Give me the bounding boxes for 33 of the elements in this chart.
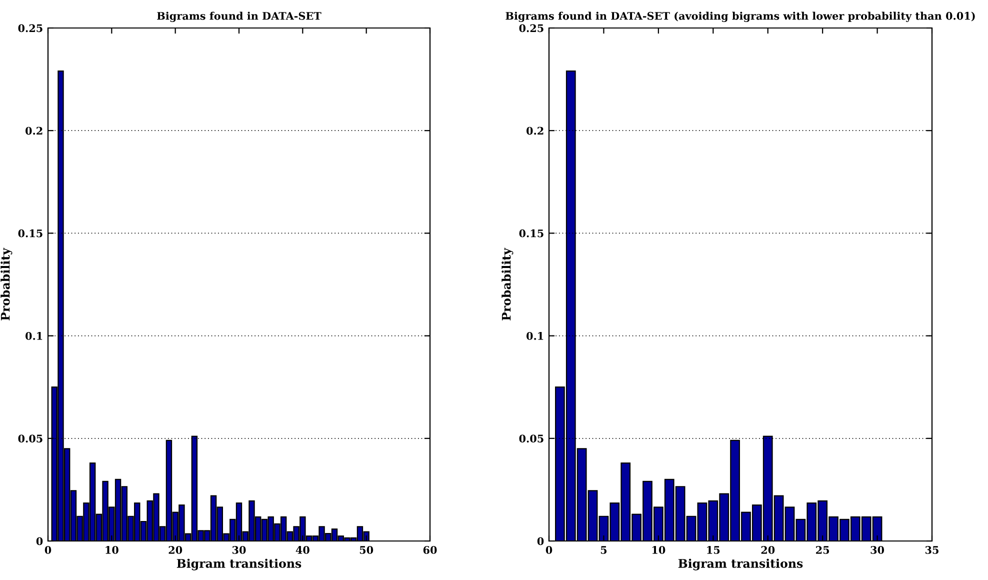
x-tick-label: 0	[44, 546, 52, 554]
chart-title: Bigrams found in DATA-SET	[157, 12, 322, 22]
x-tick-label: 20	[168, 546, 182, 554]
y-tick-label: 0.25	[519, 24, 544, 32]
x-tick-label: 35	[925, 546, 938, 554]
x-tick-label: 10	[106, 546, 118, 554]
y-tick-label: 0	[36, 537, 43, 546]
y-tick-label: 0.1	[526, 332, 544, 340]
x-tick-label: 10	[652, 546, 666, 554]
y-tick-label: 0.05	[519, 434, 544, 443]
y-axis-title: Probability	[0, 248, 12, 320]
x-tick-label: 15	[707, 546, 720, 554]
y-tick-label: 0.2	[26, 126, 42, 135]
chart-title: Bigrams found in DATA-SET (avoiding bigrams with lower probability than 0.01)	[506, 12, 975, 22]
y-tick-label: 0.1	[26, 332, 42, 340]
y-tick-label: 0	[537, 537, 544, 546]
x-tick-label: 30	[870, 546, 884, 554]
x-axis-title: Bigram transitions	[678, 558, 803, 570]
x-tick-label: 30	[232, 546, 246, 554]
x-axis-title: Bigram transitions	[176, 558, 302, 570]
x-tick-label: 40	[296, 546, 310, 554]
x-tick-label: 60	[423, 546, 437, 554]
x-tick-label: 20	[761, 546, 775, 554]
x-tick-label: 50	[360, 546, 374, 554]
y-tick-label: 0.25	[18, 24, 42, 32]
y-tick-label: 0.05	[18, 434, 42, 443]
y-tick-label: 0.15	[18, 229, 42, 238]
y-tick-label: 0.15	[519, 229, 544, 238]
y-tick-label: 0.2	[526, 126, 544, 135]
x-tick-label: 5	[600, 546, 607, 554]
y-axis-title: Probability	[502, 248, 514, 320]
x-tick-label: 25	[816, 546, 830, 554]
x-tick-label: 0	[546, 546, 552, 554]
